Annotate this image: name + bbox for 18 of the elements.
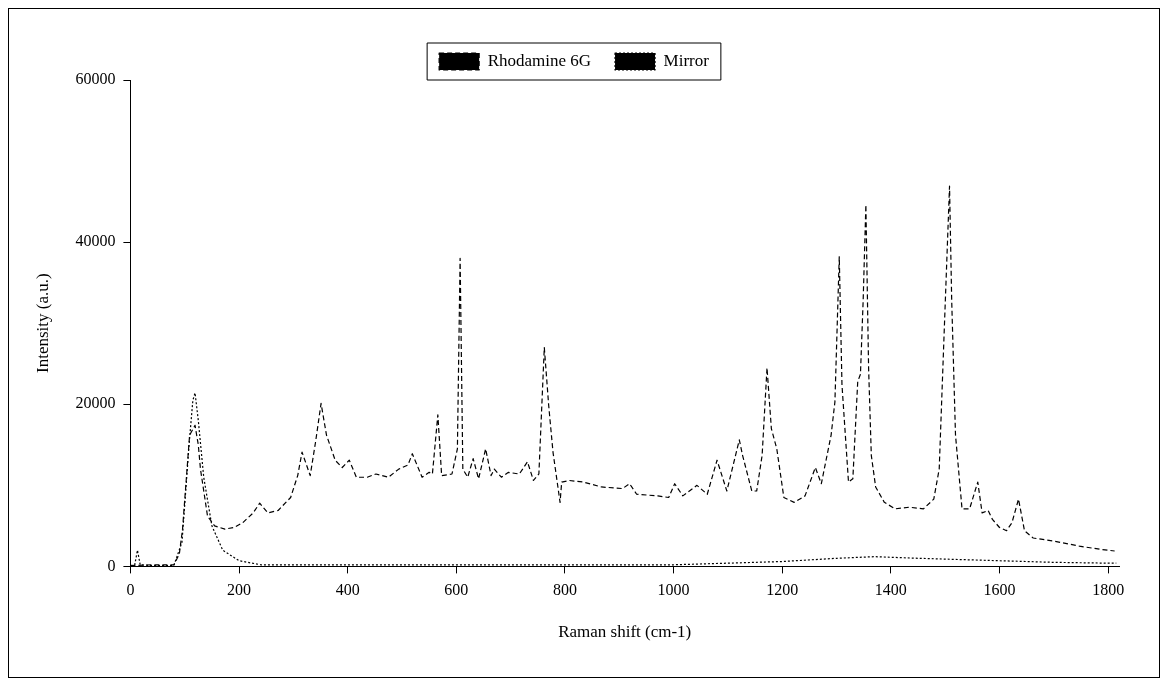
x-tick-label: 200 (227, 581, 252, 599)
y-tick-label: 20000 (75, 394, 116, 412)
legend-label: Mirror (663, 50, 710, 70)
x-tick-label: 1200 (766, 581, 799, 599)
y-axis-title: Intensity (a.u.) (32, 273, 52, 373)
x-tick-label: 600 (444, 581, 469, 599)
x-tick-label: 1000 (657, 581, 690, 599)
x-tick-label: 800 (552, 581, 577, 599)
y-tick-label: 60000 (75, 70, 116, 88)
x-tick-label: 400 (335, 581, 360, 599)
legend-label: Rhodamine 6G (487, 50, 592, 70)
x-tick-label: 1800 (1092, 581, 1125, 599)
x-axis-title: Raman shift (cm-1) (558, 622, 692, 642)
x-tick-label: 0 (126, 581, 135, 599)
y-tick-label: 40000 (75, 232, 116, 250)
x-tick-label: 1400 (874, 581, 907, 599)
y-tick-label: 0 (107, 556, 116, 574)
x-tick-label: 1600 (983, 581, 1016, 599)
